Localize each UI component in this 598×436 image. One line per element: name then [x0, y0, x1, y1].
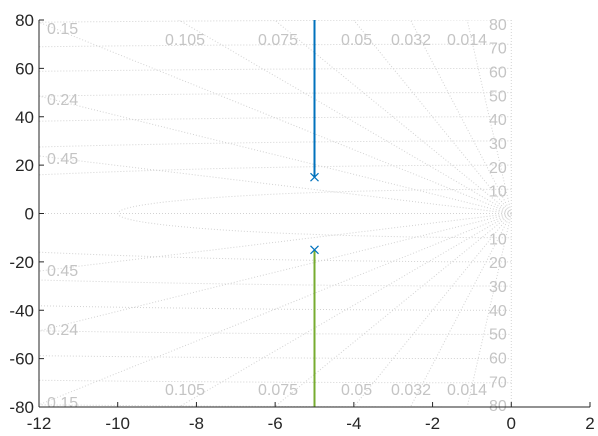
damping-label-left-lower-0_24: 0.24: [47, 322, 78, 339]
x-tick-label-2: -8: [189, 414, 204, 433]
frequency-label-upper-40: 40: [489, 112, 507, 129]
x-tick-label-5: -2: [425, 414, 440, 433]
damping-ray-0_032-lower: [409, 213, 512, 407]
x-tick-label-1: -10: [105, 414, 130, 433]
damping-label-bottom-0_032: 0.032: [391, 382, 431, 399]
y-tick-label-7: 60: [15, 59, 34, 78]
y-tick-label-3: -20: [9, 253, 34, 272]
damping-label-bottom-0_105: 0.105: [165, 382, 205, 399]
frequency-label-lower-50: 50: [489, 327, 507, 344]
y-tick-label-0: -80: [9, 398, 34, 417]
x-tick-label-4: -4: [346, 414, 361, 433]
s-plane-grid: 0.014 0.032 0.05 0.075 0.105 0.15 0.24 0.45 0.01…: [39, 20, 512, 412]
y-tick-label-1: -60: [9, 350, 34, 369]
damping-label-top-0_105: 0.105: [165, 32, 205, 49]
pole-marker-stroke-b: [310, 172, 319, 182]
damping-ray-0_24-lower: [39, 213, 512, 332]
damping-label-left-upper-0_24: 0.24: [47, 92, 78, 109]
frequency-label-lower-60: 60: [489, 350, 507, 367]
x-tick-label-0: -12: [27, 414, 52, 433]
pole-marker-2: [310, 245, 319, 255]
frequency-label-upper-10: 10: [489, 184, 507, 201]
frequency-label-lower-40: 40: [489, 303, 507, 320]
frequency-label-lower-10: 10: [489, 231, 507, 248]
damping-label-bottom-0_05: 0.05: [341, 382, 372, 399]
frequency-label-upper-80: 80: [489, 17, 507, 34]
damping-ray-0_032-upper: [409, 20, 512, 214]
y-tick-label-5: 20: [15, 156, 34, 175]
y-tick-label-6: 40: [15, 108, 34, 127]
damping-label-left-lower-0_15: 0.15: [47, 395, 78, 412]
damping-ray-0_105-upper: [177, 20, 512, 214]
damping-label-left-lower-0_45: 0.45: [47, 263, 78, 280]
frequency-label-upper-20: 20: [489, 160, 507, 177]
pole-marker-stroke-b: [310, 245, 319, 255]
damping-label-bottom-0_014: 0.014: [447, 382, 487, 399]
frequency-arc-20: [39, 164, 512, 263]
y-tick-label-2: -40: [9, 301, 34, 320]
x-tick-label-3: -6: [268, 414, 283, 433]
frequency-label-upper-70: 70: [489, 41, 507, 58]
y-tick-label-8: 80: [15, 11, 34, 30]
damping-label-top-0_032: 0.032: [391, 32, 431, 49]
open-loop-poles: [310, 172, 319, 255]
frequency-arc-10: [117, 188, 512, 239]
x-tick-label-6: 0: [507, 414, 516, 433]
frequency-label-lower-30: 30: [489, 279, 507, 296]
damping-ray-0_24-upper: [39, 95, 512, 214]
frequency-label-lower-70: 70: [489, 374, 507, 391]
frequency-label-upper-60: 60: [489, 65, 507, 82]
frequency-label-upper-30: 30: [489, 136, 507, 153]
x-tick-label-7: 2: [585, 414, 594, 433]
damping-label-left-upper-0_45: 0.45: [47, 151, 78, 168]
damping-label-top-0_075: 0.075: [258, 32, 298, 49]
y-tick-label-4: 0: [25, 205, 34, 224]
damping-label-bottom-0_075: 0.075: [258, 382, 298, 399]
frequency-label-upper-50: 50: [489, 88, 507, 105]
damping-label-left-upper-0_15: 0.15: [47, 21, 78, 38]
damping-label-top-0_014: 0.014: [447, 32, 487, 49]
damping-ray-0_105-lower: [177, 213, 512, 407]
pole-marker-1: [310, 172, 319, 182]
damping-label-top-0_05: 0.05: [341, 32, 372, 49]
frequency-label-lower-20: 20: [489, 255, 507, 272]
